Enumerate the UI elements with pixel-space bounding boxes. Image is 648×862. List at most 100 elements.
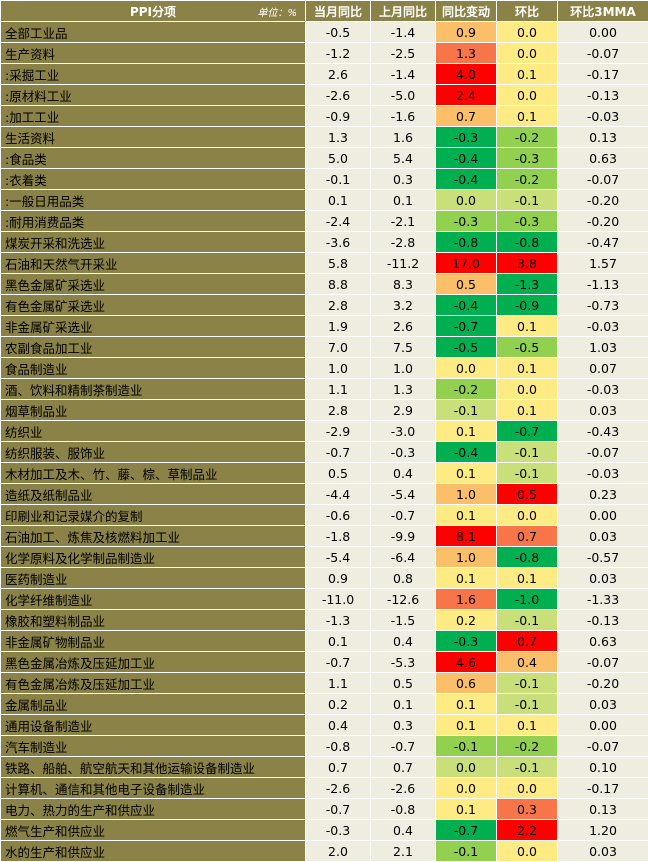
yoy-change-cell: -0.4 <box>436 295 497 316</box>
current-yoy-cell: 1.9 <box>306 316 371 337</box>
current-yoy-cell: -0.3 <box>306 820 371 841</box>
current-yoy-cell: 0.5 <box>306 463 371 484</box>
mom-3mma-cell: 0.00 <box>558 715 648 736</box>
yoy-change-cell: 2.4 <box>436 85 497 106</box>
mom-3mma-cell: -0.03 <box>558 379 648 400</box>
mom-3mma-cell: 0.03 <box>558 694 648 715</box>
table-row: 汽车制造业-0.8-0.7-0.1-0.2-0.07 <box>1 736 648 757</box>
row-name-cell: 烟草制品业 <box>1 400 306 421</box>
mom-3mma-cell: 0.03 <box>558 526 648 547</box>
mom-cell: 0.3 <box>497 799 558 820</box>
yoy-change-cell: -0.3 <box>436 631 497 652</box>
yoy-change-cell: 4.6 <box>436 652 497 673</box>
yoy-change-cell: -0.4 <box>436 442 497 463</box>
current-yoy-cell: -1.2 <box>306 43 371 64</box>
yoy-change-cell: -0.5 <box>436 337 497 358</box>
mom-cell: -0.7 <box>497 421 558 442</box>
mom-3mma-cell: 0.13 <box>558 799 648 820</box>
yoy-change-cell: -0.2 <box>436 379 497 400</box>
yoy-change-cell: 1.0 <box>436 484 497 505</box>
current-yoy-cell: -2.6 <box>306 85 371 106</box>
previous-yoy-cell: -1.5 <box>371 610 436 631</box>
current-yoy-cell: -2.4 <box>306 211 371 232</box>
row-name-cell: 汽车制造业 <box>1 736 306 757</box>
mom-cell: 0.0 <box>497 85 558 106</box>
mom-cell: 0.1 <box>497 400 558 421</box>
previous-yoy-cell: 0.8 <box>371 568 436 589</box>
current-yoy-cell: -0.9 <box>306 106 371 127</box>
row-name-cell: 全部工业品 <box>1 22 306 43</box>
current-yoy-cell: 0.9 <box>306 568 371 589</box>
previous-yoy-cell: 3.2 <box>371 295 436 316</box>
current-yoy-cell: -0.1 <box>306 169 371 190</box>
row-name-cell: 医药制造业 <box>1 568 306 589</box>
table-row: 纺织服装、服饰业-0.7-0.3-0.4-0.1-0.07 <box>1 442 648 463</box>
mom-3mma-cell: -0.17 <box>558 64 648 85</box>
row-name-cell: :采掘工业 <box>1 64 306 85</box>
row-name-cell: 煤炭开采和洗选业 <box>1 232 306 253</box>
mom-3mma-cell: -0.03 <box>558 463 648 484</box>
row-name-cell: 金属制品业 <box>1 694 306 715</box>
mom-cell: 0.7 <box>497 631 558 652</box>
yoy-change-cell: -0.3 <box>436 127 497 148</box>
mom-cell: 2.2 <box>497 820 558 841</box>
previous-yoy-cell: 2.9 <box>371 400 436 421</box>
yoy-change-cell: 0.1 <box>436 799 497 820</box>
row-name-cell: 酒、饮料和精制茶制造业 <box>1 379 306 400</box>
yoy-change-cell: 0.0 <box>436 358 497 379</box>
table-row: 煤炭开采和洗选业-3.6-2.8-0.8-0.8-0.47 <box>1 232 648 253</box>
mom-cell: -0.3 <box>497 148 558 169</box>
mom-3mma-cell: -0.03 <box>558 316 648 337</box>
mom-3mma-cell: 1.57 <box>558 253 648 274</box>
mom-cell: -0.1 <box>497 190 558 211</box>
row-name-cell: 生产资料 <box>1 43 306 64</box>
previous-yoy-cell: -0.7 <box>371 736 436 757</box>
yoy-change-cell: 0.7 <box>436 106 497 127</box>
yoy-change-cell: 0.1 <box>436 694 497 715</box>
mom-cell: -0.1 <box>497 463 558 484</box>
yoy-change-cell: 8.1 <box>436 526 497 547</box>
row-name-cell: 水的生产和供应业 <box>1 841 306 862</box>
current-yoy-cell: 2.0 <box>306 841 371 862</box>
previous-yoy-cell: -2.1 <box>371 211 436 232</box>
mom-cell: 0.0 <box>497 778 558 799</box>
mom-cell: -0.5 <box>497 337 558 358</box>
mom-cell: -0.2 <box>497 169 558 190</box>
row-name-cell: 有色金属矿采选业 <box>1 295 306 316</box>
mom-3mma-cell: -0.20 <box>558 190 648 211</box>
row-name-cell: 农副食品加工业 <box>1 337 306 358</box>
row-name-cell: 黑色金属矿采选业 <box>1 274 306 295</box>
row-name-cell: 纺织服装、服饰业 <box>1 442 306 463</box>
yoy-change-cell: 0.1 <box>436 505 497 526</box>
row-name-cell: 有色金属冶炼及压延加工业 <box>1 673 306 694</box>
previous-yoy-cell: -3.0 <box>371 421 436 442</box>
current-yoy-cell: 0.2 <box>306 694 371 715</box>
current-yoy-cell: 0.1 <box>306 190 371 211</box>
previous-yoy-cell: -2.5 <box>371 43 436 64</box>
mom-3mma-cell: 0.03 <box>558 568 648 589</box>
mom-cell: -0.1 <box>497 442 558 463</box>
header-yoy-change: 同比变动 <box>436 1 497 22</box>
row-name-cell: :耐用消费品类 <box>1 211 306 232</box>
yoy-change-cell: 0.1 <box>436 463 497 484</box>
row-name-cell: 电力、热力的生产和供应业 <box>1 799 306 820</box>
previous-yoy-cell: 0.3 <box>371 715 436 736</box>
row-name-cell: 石油和天然气开采业 <box>1 253 306 274</box>
row-name-cell: 燃气生产和供应业 <box>1 820 306 841</box>
yoy-change-cell: 0.9 <box>436 22 497 43</box>
row-name-cell: 化学原料及化学制品制造业 <box>1 547 306 568</box>
current-yoy-cell: -0.6 <box>306 505 371 526</box>
